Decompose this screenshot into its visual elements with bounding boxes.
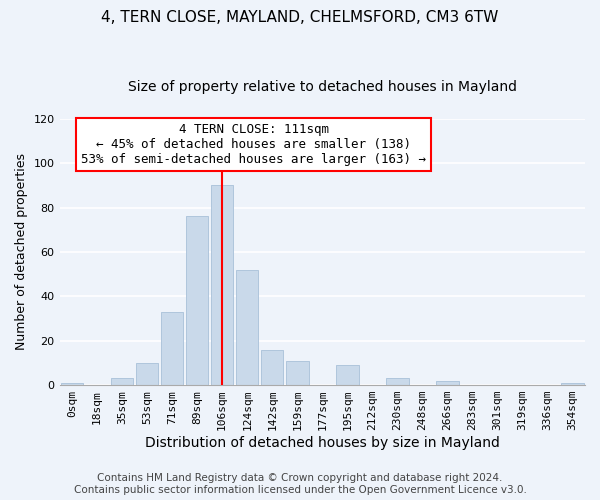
Text: 4 TERN CLOSE: 111sqm
← 45% of detached houses are smaller (138)
53% of semi-deta: 4 TERN CLOSE: 111sqm ← 45% of detached h… [82, 123, 427, 166]
Bar [436, 380, 458, 385]
Bar [561, 383, 584, 385]
Bar [111, 378, 133, 385]
Bar [186, 216, 208, 385]
Text: Contains HM Land Registry data © Crown copyright and database right 2024.
Contai: Contains HM Land Registry data © Crown c… [74, 474, 526, 495]
Bar [161, 312, 184, 385]
Title: Size of property relative to detached houses in Mayland: Size of property relative to detached ho… [128, 80, 517, 94]
Bar [386, 378, 409, 385]
Bar [136, 363, 158, 385]
Bar [261, 350, 283, 385]
Text: 4, TERN CLOSE, MAYLAND, CHELMSFORD, CM3 6TW: 4, TERN CLOSE, MAYLAND, CHELMSFORD, CM3 … [101, 10, 499, 25]
Y-axis label: Number of detached properties: Number of detached properties [15, 154, 28, 350]
X-axis label: Distribution of detached houses by size in Mayland: Distribution of detached houses by size … [145, 436, 500, 450]
Bar [236, 270, 259, 385]
Bar [286, 360, 308, 385]
Bar [61, 383, 83, 385]
Bar [211, 186, 233, 385]
Bar [336, 365, 359, 385]
